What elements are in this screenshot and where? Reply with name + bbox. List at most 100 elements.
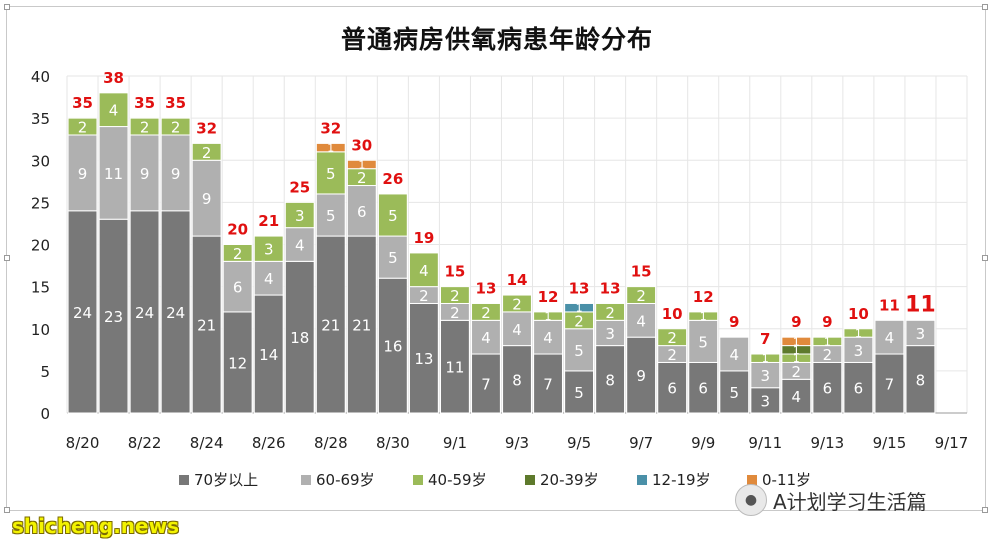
bar-segment: [843, 336, 874, 363]
y-tick-label: 15: [31, 279, 50, 297]
segment-label: 6: [698, 380, 708, 398]
total-label: 7: [760, 330, 770, 348]
legend-label: 60-69岁: [316, 471, 375, 489]
bar-segment: [564, 328, 595, 372]
x-tick-label: 9/9: [691, 434, 715, 452]
bar-segment: [626, 286, 657, 304]
x-tick-label: 8/28: [314, 434, 348, 452]
segment-label: 3: [295, 207, 305, 225]
segment-label: 1: [358, 158, 365, 171]
segment-label: 4: [481, 329, 491, 347]
legend-swatch: [179, 475, 189, 485]
segment-label: 3: [605, 325, 615, 343]
segment-label: 3: [854, 342, 864, 360]
segment-label: 4: [419, 262, 429, 280]
resize-handle[interactable]: [982, 255, 988, 261]
resize-handle[interactable]: [4, 4, 10, 10]
total-label: 10: [662, 305, 683, 323]
bar-segment: [315, 151, 346, 195]
segment-label: 8: [512, 371, 522, 389]
x-tick-label: 8/26: [252, 434, 286, 452]
segment-label: 11: [104, 165, 123, 183]
bar-segment: [657, 328, 688, 347]
x-tick-label: 8/30: [376, 434, 410, 452]
segment-label: 3: [761, 392, 771, 410]
bar-segment: [222, 260, 253, 313]
legend-swatch: [747, 475, 757, 485]
legend-swatch: [301, 475, 311, 485]
watermark-left: shicheng.news: [12, 514, 179, 538]
total-label: 19: [413, 229, 434, 247]
bar-segment: [284, 201, 315, 229]
segment-label: 4: [729, 346, 739, 364]
bar-segment: [688, 361, 719, 414]
y-tick-label: 10: [31, 321, 50, 339]
segment-label: 24: [135, 304, 154, 322]
bar-segment: [471, 302, 501, 321]
segment-label: 6: [357, 203, 367, 221]
resize-handle[interactable]: [4, 255, 10, 261]
bar-segment: [626, 302, 657, 338]
segment-label: 5: [574, 342, 584, 360]
x-tick-label: 8/24: [190, 434, 224, 452]
bar-segment: [502, 294, 532, 313]
bar-segment: [843, 328, 874, 338]
total-label: 20: [227, 221, 248, 239]
bar-segment: [750, 353, 781, 363]
bar-segment: [440, 286, 470, 304]
segment-label: 5: [698, 333, 708, 351]
resize-handle[interactable]: [4, 507, 10, 513]
total-label: 11: [905, 292, 936, 317]
total-label: 13: [569, 279, 590, 297]
segment-label: 21: [321, 317, 340, 335]
total-label: 21: [258, 212, 279, 230]
segment-label: 11: [445, 359, 464, 377]
segment-label: 1: [824, 335, 831, 348]
segment-label: 23: [104, 308, 123, 326]
bar-segment: [533, 319, 563, 355]
segment-label: 2: [233, 245, 243, 263]
legend-swatch: [525, 475, 535, 485]
segment-label: 24: [166, 304, 185, 322]
segment-label: 2: [78, 119, 88, 137]
y-tick-label: 5: [40, 363, 50, 381]
bar-segment: [471, 353, 501, 414]
total-label: 13: [600, 279, 621, 297]
segment-label: 14: [259, 346, 278, 364]
segment-label: 3: [264, 241, 274, 259]
segment-label: 1: [793, 352, 800, 365]
resize-handle[interactable]: [982, 4, 988, 10]
segment-label: 3: [761, 367, 771, 385]
bar-segment: [67, 134, 98, 212]
bar-segment: [67, 210, 98, 414]
segment-label: 7: [481, 376, 491, 394]
bar-segment: [222, 244, 253, 262]
bar-segment: [595, 302, 626, 321]
y-tick-label: 20: [31, 237, 50, 255]
bar-segment: [812, 361, 843, 414]
bar-segment: [874, 353, 905, 414]
total-label: 10: [848, 305, 869, 323]
watermark-right: ● A计划学习生活篇: [735, 484, 927, 516]
segment-label: 2: [419, 287, 429, 305]
segment-label: 9: [78, 165, 88, 183]
x-tick-label: 9/13: [811, 434, 845, 452]
segment-label: 6: [854, 380, 864, 398]
segment-label: 7: [885, 376, 895, 394]
chart-title: 普通病房供氧病患年龄分布: [340, 25, 653, 54]
legend-label: 12-19岁: [652, 471, 711, 489]
segment-label: 4: [109, 102, 119, 120]
segment-label: 9: [171, 165, 181, 183]
bar-segment: [750, 387, 781, 414]
segment-label: 5: [388, 207, 398, 225]
x-tick-label: 9/3: [505, 434, 529, 452]
bar-segment: [253, 260, 284, 296]
segment-label: 2: [140, 119, 150, 137]
total-label: 15: [444, 263, 465, 281]
segment-label: 6: [823, 380, 833, 398]
total-label: 9: [729, 313, 739, 331]
resize-handle[interactable]: [982, 507, 988, 513]
total-label: 12: [693, 288, 714, 306]
bar-segment: [67, 117, 98, 136]
watermark-right-text: A计划学习生活篇: [773, 489, 927, 514]
